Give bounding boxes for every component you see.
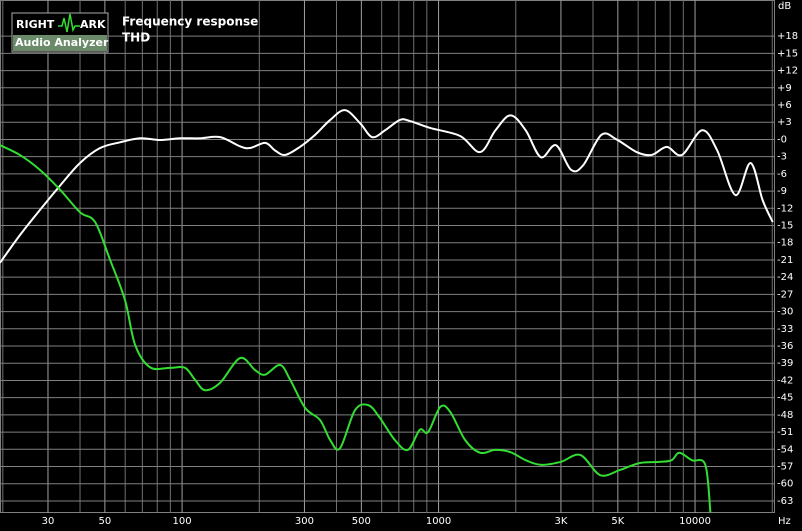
plot-frame (0, 0, 775, 513)
y-tick-label: -60 (777, 479, 793, 490)
y-tick-label: -12 (777, 203, 793, 214)
x-tick-label: 10000 (679, 516, 711, 527)
y-tick-label: +6 (777, 100, 792, 111)
legend-entry: Frequency response (122, 15, 258, 29)
x-unit: Hz (778, 516, 791, 527)
plot-lines (0, 109, 774, 513)
y-tick-label: -18 (777, 238, 793, 249)
y-tick-label: +12 (777, 66, 798, 77)
y-tick-label: -57 (777, 462, 793, 473)
y-tick-label: -42 (777, 375, 793, 386)
logo: RIGHT ARK Audio Analyzer (11, 12, 109, 53)
y-tick-label: -3 (777, 152, 787, 163)
y-tick-label: +18 (777, 31, 798, 42)
logo-text: Audio Analyzer (15, 36, 109, 49)
logo-text: RIGHT (16, 18, 55, 31)
y-tick-label: -21 (777, 255, 793, 266)
y-tick-label: -36 (777, 341, 793, 352)
y-tick-label: +9 (777, 83, 792, 94)
series-line (0, 109, 774, 264)
x-tick-label: 5K (611, 516, 624, 527)
y-tick-label: -33 (777, 324, 793, 335)
y-tick-label: +15 (777, 48, 798, 59)
x-tick-label: 300 (295, 516, 314, 527)
y-unit: dB (778, 1, 791, 12)
logo-text: ARK (80, 18, 106, 31)
y-tick-label: +3 (777, 117, 792, 128)
legend-entry: THD (122, 31, 150, 45)
x-tick-label: 3K (554, 516, 567, 527)
y-tick-label: -6 (777, 169, 787, 180)
y-tick-label: -39 (777, 358, 793, 369)
y-tick-label: -30 (777, 307, 793, 318)
y-tick-label: -51 (777, 427, 793, 438)
y-tick-label: -63 (777, 496, 793, 507)
x-tick-label: 50 (99, 516, 112, 527)
series-line (0, 144, 712, 513)
y-tick-label: -9 (777, 186, 787, 197)
grid (0, 0, 775, 513)
x-tick-label: 100 (173, 516, 192, 527)
logo-wave (58, 13, 80, 33)
y-tick-label: -54 (777, 444, 793, 455)
y-tick-label: -15 (777, 221, 793, 232)
x-tick-label: 500 (352, 516, 371, 527)
y-tick-label: -0 (777, 134, 787, 145)
logo-band (13, 35, 107, 51)
y-tick-label: -48 (777, 410, 793, 421)
x-tick-label: 30 (42, 516, 55, 527)
x-tick-label: 1000 (426, 516, 451, 527)
y-tick-label: -27 (777, 289, 793, 300)
y-tick-label: -45 (777, 393, 793, 404)
y-tick-label: -24 (777, 272, 793, 283)
